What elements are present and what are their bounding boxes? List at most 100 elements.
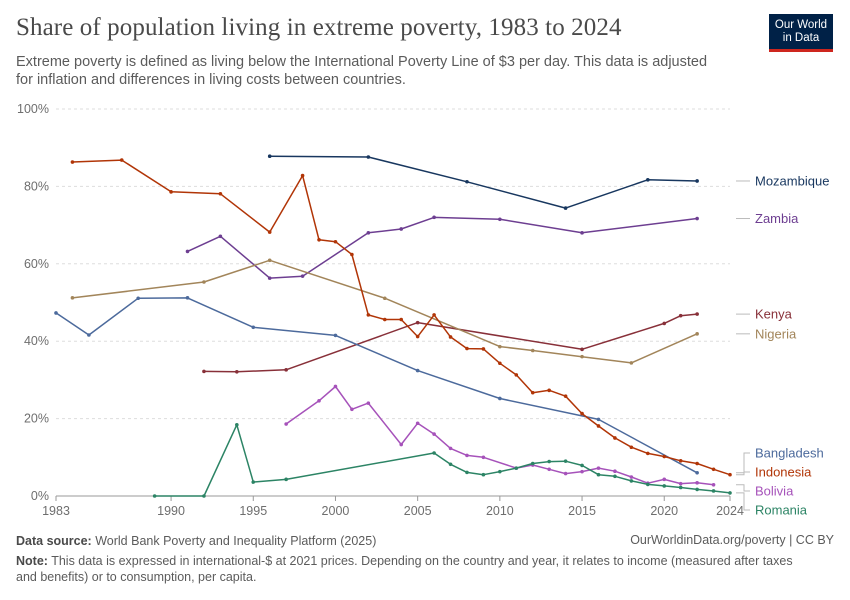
series-line-kenya — [203, 313, 698, 373]
data-point-bolivia — [563, 471, 568, 476]
data-point-bolivia — [481, 455, 486, 460]
data-point-zambia — [432, 215, 436, 220]
logo-line-1: Our World — [774, 19, 828, 31]
data-point-romania — [432, 451, 436, 455]
data-point-zambia — [185, 249, 190, 254]
data-point-indonesia — [613, 436, 617, 440]
data-point-romania — [235, 422, 239, 427]
data-point-kenya — [284, 368, 288, 372]
data-point-romania — [563, 459, 568, 463]
series-line-romania — [154, 424, 731, 497]
data-point-bolivia — [465, 453, 469, 458]
legend-label-zambia: Zambia — [755, 211, 799, 226]
x-tick-label: 2015 — [568, 504, 596, 518]
data-point-bolivia — [662, 477, 667, 482]
y-tick-label: 60% — [24, 257, 49, 271]
data-point-bolivia — [613, 469, 617, 474]
data-point-indonesia — [350, 252, 354, 257]
series-line-zambia — [187, 216, 698, 279]
data-point-nigeria — [580, 354, 584, 359]
chart-title: Share of population living in extreme po… — [16, 14, 622, 41]
x-tick-label: 2010 — [486, 504, 514, 518]
data-point-bangladesh — [251, 325, 256, 330]
data-point-indonesia — [465, 346, 469, 351]
legend-label-romania: Romania — [755, 503, 808, 518]
series-line-indonesia — [72, 159, 731, 476]
data-point-indonesia — [399, 317, 404, 322]
data-point-romania — [662, 484, 667, 488]
data-point-bangladesh — [54, 311, 58, 315]
data-point-romania — [728, 491, 732, 495]
data-point-zambia — [366, 231, 371, 235]
data-point-indonesia — [711, 467, 716, 472]
data-point-indonesia — [728, 472, 732, 477]
data-point-bolivia — [547, 467, 551, 472]
data-point-nigeria — [70, 296, 75, 300]
data-point-bolivia — [284, 422, 288, 426]
data-point-indonesia — [300, 173, 305, 178]
data-point-romania — [284, 477, 288, 482]
data-point-romania — [711, 489, 716, 493]
data-point-indonesia — [267, 230, 272, 234]
data-point-kenya — [580, 347, 584, 352]
source-link[interactable]: OurWorldinData.org/poverty | CC BY — [630, 533, 834, 547]
data-point-romania — [514, 466, 519, 470]
data-point-mozambique — [695, 179, 699, 183]
data-point-indonesia — [119, 158, 124, 162]
data-point-romania — [481, 472, 486, 477]
data-point-nigeria — [530, 348, 535, 353]
data-point-mozambique — [465, 179, 469, 184]
data-point-nigeria — [695, 332, 699, 336]
data-point-romania — [580, 463, 584, 468]
data-point-romania — [152, 494, 157, 498]
data-point-indonesia — [169, 190, 173, 194]
data-point-bolivia — [432, 432, 436, 436]
data-point-bolivia — [580, 469, 584, 474]
data-point-romania — [629, 479, 634, 483]
chart-subtitle: Extreme poverty is defined as living bel… — [16, 54, 708, 88]
data-point-romania — [202, 494, 206, 498]
data-point-mozambique — [267, 154, 272, 159]
legend-connector — [736, 492, 750, 511]
data-point-kenya — [695, 312, 699, 316]
x-tick-label: 1983 — [42, 504, 70, 518]
x-tick-label: 2024 — [716, 504, 744, 518]
data-point-bangladesh — [498, 396, 502, 401]
data-point-nigeria — [382, 296, 387, 301]
owid-logo[interactable]: Our World in Data — [769, 14, 833, 52]
data-point-bangladesh — [185, 296, 190, 300]
y-tick-label: 80% — [24, 179, 49, 193]
data-point-nigeria — [267, 258, 272, 263]
data-point-kenya — [415, 320, 420, 325]
note-label: Note: — [16, 554, 48, 568]
y-tick-label: 0% — [31, 489, 49, 503]
data-point-bangladesh — [333, 333, 338, 338]
legend-connector — [736, 471, 750, 476]
x-tick-label: 2020 — [650, 504, 678, 518]
data-point-romania — [596, 472, 601, 477]
data-point-indonesia — [530, 390, 535, 395]
logo-line-2: in Data — [782, 32, 820, 44]
data-point-mozambique — [366, 155, 371, 159]
legend-connector — [736, 484, 750, 492]
data-point-indonesia — [481, 347, 486, 351]
data-point-indonesia — [317, 238, 321, 242]
data-point-bolivia — [333, 384, 338, 389]
data-point-bangladesh — [695, 470, 699, 475]
data-point-indonesia — [448, 335, 453, 339]
data-point-bolivia — [350, 407, 354, 412]
data-point-zambia — [695, 216, 699, 221]
legend-label-mozambique: Mozambique — [755, 173, 829, 188]
data-point-bolivia — [678, 481, 683, 486]
data-point-romania — [498, 469, 502, 474]
data-point-zambia — [218, 234, 223, 239]
data-point-indonesia — [333, 239, 338, 244]
data-point-indonesia — [514, 373, 519, 377]
data-point-bangladesh — [596, 417, 601, 422]
data-point-bangladesh — [136, 296, 140, 301]
data-point-bangladesh — [87, 333, 91, 337]
data-point-bolivia — [317, 398, 321, 403]
data-point-zambia — [498, 217, 502, 222]
source-line: Data source: World Bank Poverty and Ineq… — [16, 533, 376, 549]
note: Note: This data is expressed in internat… — [16, 553, 816, 585]
